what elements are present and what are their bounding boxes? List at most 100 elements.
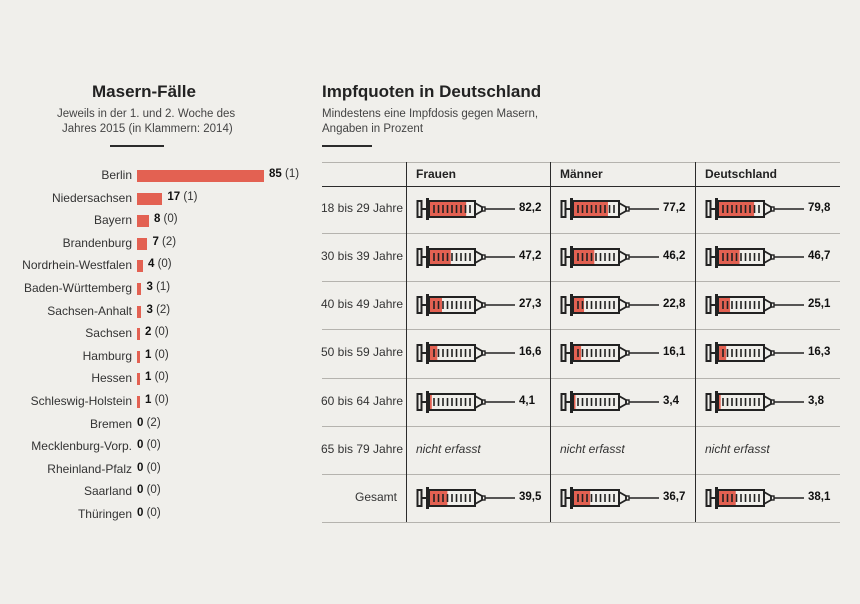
syringe-plunger-thumb	[560, 200, 567, 218]
syringe-fill	[719, 250, 740, 264]
not-recorded-label: nicht erfasst	[705, 442, 770, 456]
right-title: Impfquoten in Deutschland	[322, 82, 542, 101]
syringe-fill	[430, 298, 443, 312]
row-label: 40 bis 49 Jahre	[321, 297, 404, 311]
syringe-icon	[705, 198, 804, 220]
syringe-plunger-thumb	[560, 344, 567, 362]
syringe-plunger-thumb	[416, 393, 423, 411]
syringe-tip	[474, 249, 483, 265]
syringe-plunger-thumb	[416, 296, 423, 314]
bar-value-label: 0 (0)	[137, 484, 161, 497]
vaccination-value: 46,2	[663, 250, 686, 262]
bar-value-label: 1 (0)	[145, 348, 169, 361]
syringe-flange	[426, 342, 429, 364]
syringe-flange	[426, 246, 429, 268]
syringe-tip	[618, 249, 627, 265]
bar-value-label: 85 (1)	[269, 168, 300, 180]
syringe-hub	[770, 350, 775, 356]
column-header: Frauen	[416, 167, 457, 181]
bar-value-label: 0 (0)	[137, 461, 161, 474]
vaccination-value: 16,1	[663, 346, 686, 358]
table-row-divider	[322, 233, 840, 234]
syringe-hub	[770, 254, 775, 260]
state-label: Rheinland-Pfalz	[47, 461, 132, 476]
syringe-plunger-thumb	[416, 489, 423, 507]
syringe-flange	[715, 391, 718, 413]
syringe-icon	[705, 246, 804, 268]
state-label: Mecklenburg-Vorp.	[31, 439, 132, 454]
syringe-icon	[416, 487, 515, 509]
table-row-divider	[322, 426, 840, 427]
right-subtitle-line2: Angaben in Prozent	[322, 123, 424, 135]
right-subtitle-line1: Mindestens eine Impfdosis gegen Masern,	[322, 108, 539, 120]
vaccination-value: 79,8	[808, 202, 831, 214]
state-label: Saarland	[83, 484, 132, 499]
syringe-icon	[416, 198, 515, 220]
table-row-divider	[322, 329, 840, 330]
state-label: Bremen	[89, 416, 132, 431]
syringe-hub	[770, 399, 775, 405]
table-column-divider	[695, 162, 696, 522]
table-row-divider	[322, 186, 840, 187]
vaccination-value: 39,5	[519, 491, 542, 503]
row-label: 30 bis 39 Jahre	[321, 249, 404, 263]
bar-value-label: 4 (0)	[147, 258, 172, 271]
syringe-tip	[618, 297, 627, 313]
syringe-tip	[763, 249, 772, 265]
bar-value-label: 1 (0)	[145, 371, 169, 384]
state-label: Niedersachsen	[51, 190, 132, 205]
syringe-flange	[570, 391, 573, 413]
table-column-divider	[550, 162, 551, 522]
syringe-flange	[570, 198, 573, 220]
vaccination-value: 27,3	[519, 298, 542, 310]
syringe-flange	[570, 487, 573, 509]
syringe-plunger-thumb	[705, 344, 712, 362]
state-label: Sachsen	[85, 326, 132, 341]
bar-value-label: 3 (2)	[146, 303, 171, 316]
syringe-flange	[426, 391, 429, 413]
vaccination-value: 46,7	[808, 250, 831, 262]
syringe-fill	[430, 395, 432, 409]
syringe-icon	[560, 391, 659, 413]
vaccination-value: 16,3	[808, 346, 831, 358]
table-row-divider	[322, 474, 840, 475]
syringe-tip	[474, 201, 483, 217]
bar-2015	[137, 305, 142, 318]
syringe-icon	[705, 487, 804, 509]
row-label: 18 bis 29 Jahre	[321, 201, 404, 215]
state-label: Brandenburg	[62, 235, 132, 250]
syringe-plunger-thumb	[416, 200, 423, 218]
table-row-divider	[322, 522, 840, 523]
vaccination-value: 25,1	[808, 298, 831, 310]
syringe-hub	[625, 495, 630, 501]
bar-2015	[137, 350, 140, 363]
syringe-hub	[625, 206, 630, 212]
syringe-icon	[705, 294, 804, 316]
state-label: Baden-Württemberg	[23, 281, 132, 295]
row-label: Gesamt	[354, 490, 397, 504]
syringe-plunger-thumb	[705, 248, 712, 266]
syringe-flange	[426, 198, 429, 220]
vaccination-value: 3,4	[663, 395, 679, 407]
syringe-icon	[705, 342, 804, 364]
left-title-rule	[110, 145, 164, 147]
syringe-hub	[481, 495, 486, 501]
bar-value-label: 0 (2)	[137, 416, 161, 429]
syringe-icon	[560, 342, 659, 364]
syringe-hub	[625, 350, 630, 356]
bar-value-label: 8 (0)	[153, 213, 178, 226]
syringe-hub	[770, 302, 775, 308]
state-label: Hamburg	[82, 348, 132, 363]
syringe-flange	[570, 342, 573, 364]
not-recorded-label: nicht erfasst	[560, 442, 625, 456]
syringe-hub	[481, 206, 486, 212]
bar-2015	[137, 328, 140, 341]
state-label: Berlin	[101, 168, 132, 182]
bar-2015	[137, 283, 142, 295]
syringe-fill	[719, 298, 731, 312]
syringe-fill	[574, 298, 585, 312]
syringe-plunger-thumb	[560, 248, 567, 266]
syringe-flange	[570, 246, 573, 268]
bar-value-label: 0 (0)	[137, 439, 161, 452]
left-subtitle-line1: Jeweils in der 1. und 2. Woche des	[57, 108, 236, 120]
